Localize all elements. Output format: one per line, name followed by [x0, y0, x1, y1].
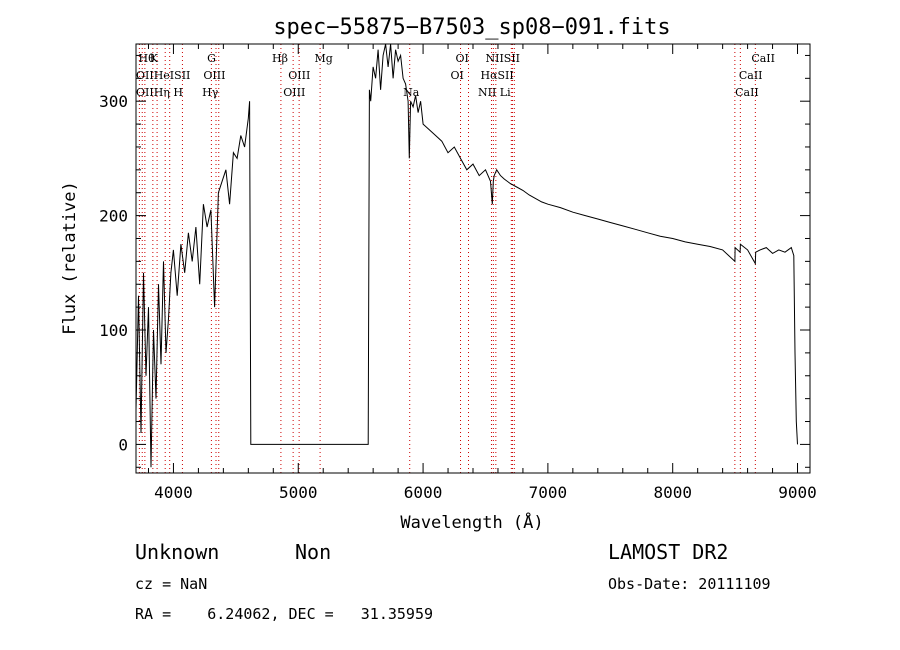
y-tick-label-3: 300 — [99, 92, 128, 111]
line-label-17: Na — [403, 86, 420, 99]
survey-name: LAMOST DR2 — [608, 540, 729, 564]
line-label-12: HαSII — [480, 69, 513, 82]
line-label-0: Hθ — [138, 52, 155, 65]
spectral-line-markers — [138, 44, 756, 473]
x-tick-label-3: 7000 — [529, 483, 568, 502]
line-label-3: Hβ — [272, 52, 288, 65]
line-label-5: OI — [456, 52, 469, 65]
x-tick-label-0: 4000 — [154, 483, 193, 502]
line-label-7: CaII — [751, 52, 775, 65]
y-axis-label: Flux (relative) — [60, 181, 80, 335]
x-tick-label-5: 9000 — [778, 483, 817, 502]
spectrum-line — [135, 43, 798, 468]
line-label-14: OIIHη H — [136, 86, 183, 99]
line-label-13: CaII — [739, 69, 763, 82]
object-class: Unknown — [135, 540, 220, 564]
x-tick-label-4: 8000 — [653, 483, 692, 502]
plot-frame — [135, 43, 811, 474]
line-label-15: Hγ — [202, 86, 219, 99]
observation-date: Obs-Date: 20111109 — [608, 575, 771, 593]
y-tick-label-2: 200 — [99, 207, 128, 226]
line-label-16: OIII — [283, 86, 305, 99]
line-label-18: NII Li — [478, 86, 511, 99]
line-label-9: OIII — [203, 69, 225, 82]
line-label-2: G — [207, 52, 216, 65]
y-tick-label-1: 100 — [99, 321, 128, 340]
x-axis-label: Wavelength (Å) — [400, 511, 543, 533]
line-label-1: K — [150, 52, 159, 65]
chart-title: spec−55875−B7503_sp08−091.fits — [273, 15, 670, 40]
x-axis-ticks: 4000 5000 6000 7000 8000 9000 — [147, 44, 817, 502]
line-label-8: OIIHeISII — [136, 69, 190, 82]
line-label-6: NIISII — [485, 52, 520, 65]
y-axis-ticks: 0 100 200 300 — [99, 54, 810, 468]
object-subclass: Non — [295, 540, 332, 564]
x-tick-label-1: 5000 — [279, 483, 318, 502]
spectral-line-labels: HθK G Hβ Mg OI NIISII CaII OIIHeISII OIII OIII OI H… — [136, 52, 775, 99]
redshift-text: cz = NaN — [135, 575, 208, 593]
x-tick-label-2: 6000 — [404, 483, 443, 502]
line-label-4: Mg — [314, 52, 332, 65]
y-tick-label-0: 0 — [118, 435, 128, 454]
line-label-19: CaII — [735, 86, 759, 99]
coordinates-text: RA = 6.24062, DEC = 31.35959 — [135, 605, 434, 623]
line-label-10: OIII — [288, 69, 310, 82]
line-label-11: OI — [451, 69, 464, 82]
